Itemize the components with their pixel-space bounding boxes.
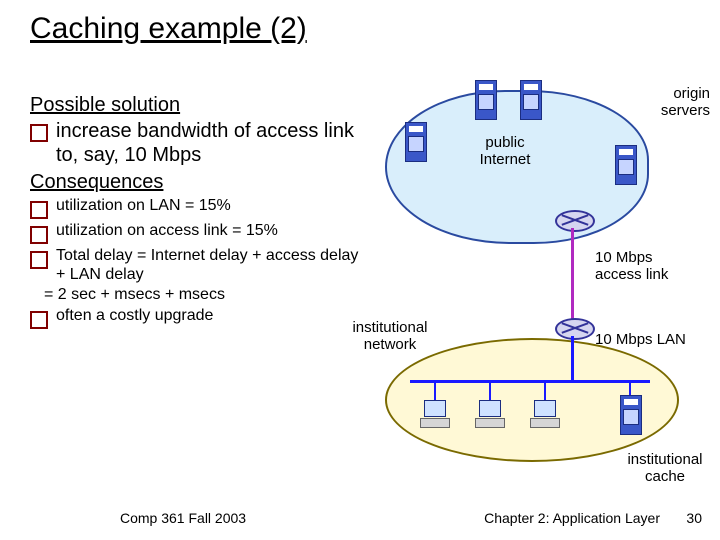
label-lan: 10 Mbps LAN	[595, 332, 705, 349]
footer-chapter: Chapter 2: Application Layer	[484, 510, 660, 526]
label-origin-servers: origin servers	[635, 86, 710, 119]
label-public-internet: public Internet	[465, 135, 545, 168]
bullet-marker	[30, 124, 48, 142]
router-icon	[555, 210, 595, 232]
bullet-costly: often a costly upgrade	[30, 306, 360, 329]
subhead-consequences: Consequences	[30, 171, 360, 194]
bullet-marker	[30, 201, 48, 219]
bullet-text: Total delay = Internet delay + access de…	[56, 246, 360, 284]
lan-line	[410, 380, 650, 383]
label-institutional-network: institutional network	[335, 320, 445, 353]
origin-server-icon	[475, 80, 495, 126]
lan-drop	[629, 383, 631, 395]
pc-icon	[420, 400, 450, 428]
bullet-access-util: utilization on access link = 15%	[30, 221, 360, 244]
delay-equation: = 2 sec + msecs + msecs	[44, 286, 360, 304]
bullet-marker	[30, 226, 48, 244]
cache-server-icon	[620, 395, 640, 441]
label-access-link: 10 Mbps access link	[595, 250, 695, 283]
page-title: Caching example (2)	[30, 12, 307, 46]
origin-server-icon	[520, 80, 540, 126]
subhead-possible-solution: Possible solution	[30, 94, 360, 117]
bullet-text: utilization on access link = 15%	[56, 221, 278, 240]
origin-server-icon	[405, 122, 425, 168]
origin-server-icon	[615, 145, 635, 191]
bullet-marker	[30, 251, 48, 269]
bullet-total-delay: Total delay = Internet delay + access de…	[30, 246, 360, 284]
lan-drop	[434, 383, 436, 400]
page-number: 30	[686, 510, 702, 526]
lan-drop	[489, 383, 491, 400]
router-drop	[571, 336, 574, 380]
lan-drop	[544, 383, 546, 400]
bullet-text: often a costly upgrade	[56, 306, 213, 325]
bullet-text: utilization on LAN = 15%	[56, 196, 231, 215]
bullet-increase-bw: increase bandwidth of access link to, sa…	[30, 119, 360, 167]
label-institutional-cache: institutional cache	[610, 452, 720, 485]
text-column: Possible solution increase bandwidth of …	[30, 90, 360, 331]
network-diagram: public Internet origin servers 10 Mbps a…	[365, 80, 710, 480]
footer-course: Comp 361 Fall 2003	[120, 510, 246, 526]
bullet-marker	[30, 311, 48, 329]
bullet-text: increase bandwidth of access link to, sa…	[56, 119, 360, 167]
bullet-lan-util: utilization on LAN = 15%	[30, 196, 360, 219]
pc-icon	[530, 400, 560, 428]
router-icon	[555, 318, 595, 340]
pc-icon	[475, 400, 505, 428]
access-link-line	[571, 228, 574, 320]
